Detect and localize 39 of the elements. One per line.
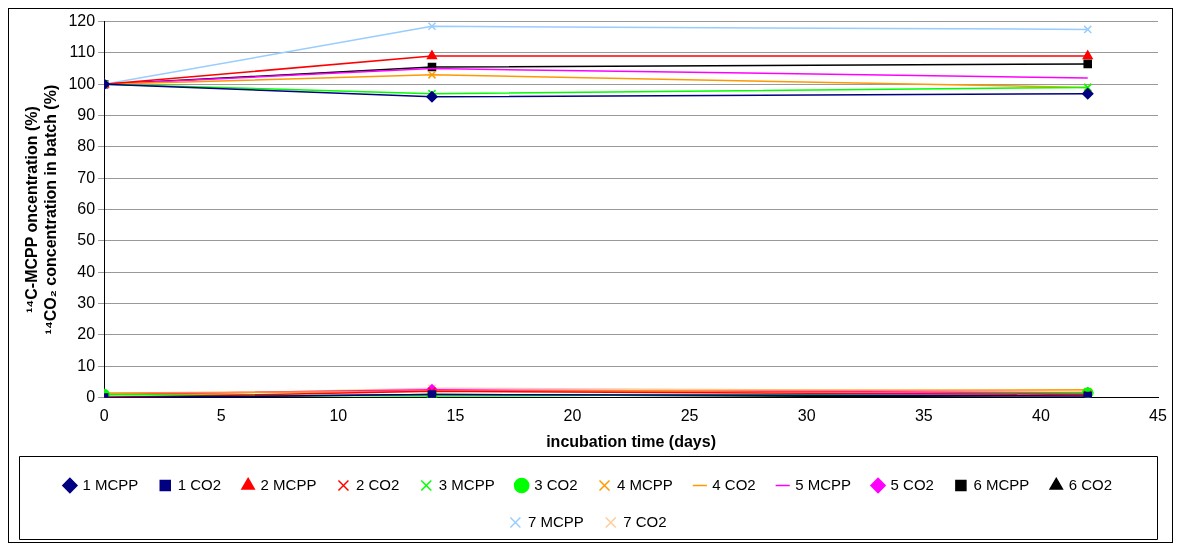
legend-label: 6 MCPP xyxy=(973,475,1030,493)
legend-label: 4 CO2 xyxy=(712,475,756,493)
x-tick-label: 15 xyxy=(446,406,465,424)
legend-label: 5 MCPP xyxy=(795,475,852,493)
y-tick-label: 100 xyxy=(68,74,96,92)
legend-label: 5 CO2 xyxy=(890,475,934,493)
x-tick-label: 30 xyxy=(797,406,816,424)
y-tick-label: 10 xyxy=(77,356,96,374)
legend-label: 4 MCPP xyxy=(617,475,673,493)
y-tick-label: 20 xyxy=(77,325,96,343)
y-tick-label: 60 xyxy=(77,200,96,218)
x-tick-label: 45 xyxy=(1149,406,1167,424)
y-axis-title: ¹⁴C-MCPP oncentration (%) ¹⁴CO₂ concentration in batch (%) xyxy=(23,84,60,335)
x-tick-label: 0 xyxy=(99,406,109,424)
x-tick-label: 25 xyxy=(680,406,699,424)
y-tick-label: 120 xyxy=(68,12,96,30)
x-tick-label: 20 xyxy=(563,406,582,424)
legend-label: 3 MCPP xyxy=(438,475,495,493)
legend-label: 1 MCPP xyxy=(82,475,139,493)
x-axis-title: incubation time (days) xyxy=(546,432,716,450)
legend-label: 6 CO2 xyxy=(1068,475,1113,493)
y-tick-label: 80 xyxy=(77,137,96,155)
x-tick-label: 35 xyxy=(914,406,933,424)
y-tick-label: 90 xyxy=(77,106,96,124)
legend-label: 7 MCPP xyxy=(527,512,584,530)
x-tick-label: 10 xyxy=(329,406,348,424)
x-tick-label: 40 xyxy=(1032,406,1050,424)
y-tick-label: 110 xyxy=(69,43,96,61)
legend-label: 2 MCPP xyxy=(260,475,317,493)
y-tick-label: 30 xyxy=(77,294,96,312)
legend-label: 3 CO2 xyxy=(534,475,578,493)
legend-label: 7 CO2 xyxy=(623,512,667,530)
y-tick-label: 50 xyxy=(77,231,96,249)
y-tick-label: 70 xyxy=(77,168,96,186)
legend-label: 2 CO2 xyxy=(355,475,400,493)
legend-label: 1 CO2 xyxy=(177,475,222,493)
y-tick-label: 0 xyxy=(86,388,96,406)
x-tick-label: 5 xyxy=(216,406,226,424)
y-tick-label: 40 xyxy=(77,262,96,280)
